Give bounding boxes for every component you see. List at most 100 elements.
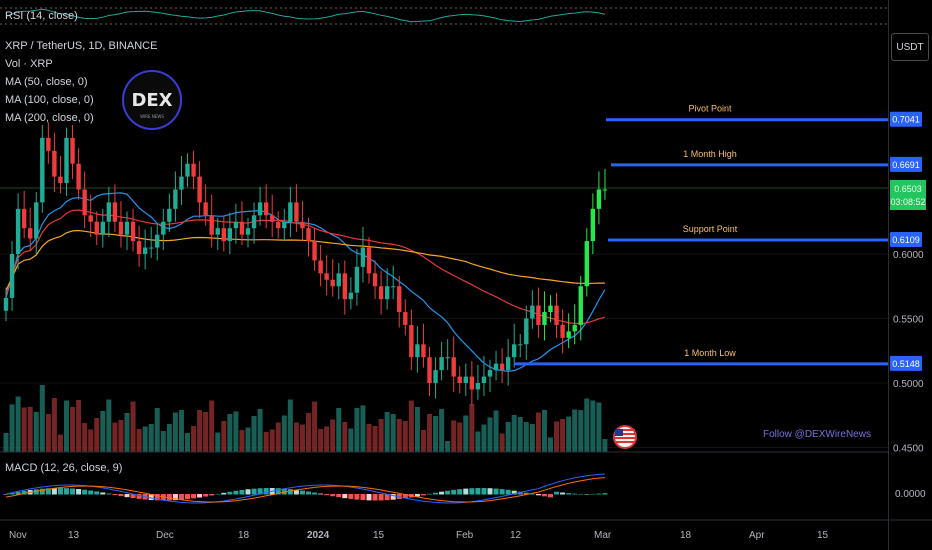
volume-bar — [517, 417, 523, 452]
candle-body — [70, 137, 75, 164]
current-price-value: 0.6503 — [894, 184, 922, 194]
candlesticks — [3, 122, 608, 405]
axes: 0.6503 03:08:52 0.6000 0.5500 0.5000 0.4500 No… — [0, 180, 932, 541]
candle-body — [354, 266, 360, 293]
volume-bar — [106, 399, 112, 452]
volume-bar — [57, 434, 63, 452]
macd-histogram-bar — [45, 488, 51, 495]
volume-bar — [523, 422, 529, 452]
volume-bar — [414, 407, 420, 452]
macd-histogram-bar — [21, 490, 27, 495]
macd-histogram-bar — [590, 493, 596, 495]
volume-bar — [378, 419, 384, 452]
volume-bar — [124, 413, 130, 452]
candle-body — [167, 208, 172, 222]
level-label: 1 Month Low — [684, 348, 736, 358]
candle-body — [566, 331, 571, 338]
logo-text: DEX — [131, 90, 172, 111]
ma200-legend[interactable]: MA (200, close, 0) — [5, 112, 94, 124]
candle-body — [215, 228, 220, 235]
macd-histogram-bar — [203, 494, 209, 497]
time-axis-label: 15 — [817, 530, 829, 541]
macd-histogram-bar — [523, 492, 529, 495]
candle-body — [366, 247, 372, 274]
volume-bar — [354, 408, 360, 452]
macd-histogram-bar — [185, 494, 190, 500]
flag-stripe — [615, 437, 635, 439]
volume-bar — [306, 413, 311, 452]
candle-body — [251, 215, 257, 229]
time-axis-label: Dec — [156, 530, 174, 541]
volume-bar — [584, 398, 590, 452]
volume-bar — [427, 414, 432, 452]
volume-bar — [560, 419, 566, 452]
candle-body — [493, 363, 499, 371]
volume-bar — [221, 421, 227, 452]
candle-body — [463, 376, 468, 383]
volume-bar — [293, 422, 299, 452]
macd-histogram-bar — [130, 494, 136, 499]
macd-histogram-bar — [257, 488, 263, 495]
candle-body — [451, 357, 456, 377]
candle-body — [318, 260, 323, 274]
volume-bar — [3, 433, 9, 452]
candle-body — [161, 221, 166, 235]
candle-body — [15, 208, 21, 254]
ma100-legend[interactable]: MA (100, close, 0) — [5, 94, 94, 106]
candle-body — [34, 202, 39, 239]
volume-bar — [263, 432, 269, 452]
candle-body — [469, 376, 475, 390]
volume-bar — [475, 431, 481, 452]
volume-legend[interactable]: Vol · XRP — [5, 58, 53, 70]
macd-label[interactable]: MACD (12, 26, close, 9) — [5, 462, 123, 474]
candle-body — [415, 344, 420, 358]
candle-body — [584, 241, 589, 287]
volume-bar — [191, 426, 197, 452]
candle-body — [88, 215, 93, 222]
candle-body — [457, 376, 462, 383]
macd-histogram-bar — [233, 490, 239, 495]
candle-body — [197, 176, 202, 203]
macd-histogram-bar — [451, 489, 457, 495]
macd-histogram-bar — [566, 493, 572, 495]
macd-histogram-bar — [275, 488, 281, 495]
candle-body — [518, 344, 523, 346]
macd-histogram-bar — [578, 493, 584, 495]
volume-bar — [499, 433, 505, 452]
candle-body — [560, 324, 565, 338]
symbol-title[interactable]: XRP / TetherUS, 1D, BINANCE — [5, 40, 158, 52]
volume-bar — [590, 400, 596, 452]
macd-histogram-bar — [245, 489, 251, 495]
candle-body — [118, 221, 124, 235]
candle-body — [124, 221, 130, 235]
candle-body — [3, 297, 9, 311]
volume-bar — [324, 426, 330, 452]
volume-bar — [420, 430, 426, 452]
ma50-line — [5, 192, 606, 373]
candle-body — [203, 202, 208, 216]
ma50-legend[interactable]: MA (50, close, 0) — [5, 76, 88, 88]
macd-histogram-bar — [15, 491, 21, 495]
candle-body — [445, 357, 450, 359]
macd-histogram-bar — [481, 488, 487, 495]
macd-histogram-bar — [112, 494, 118, 496]
candle-body — [378, 286, 384, 300]
volume-bar — [160, 431, 166, 452]
level-label: Pivot Point — [688, 104, 732, 114]
volume-bar — [493, 410, 499, 452]
macd-histogram-bar — [299, 490, 305, 495]
volume-bar — [457, 422, 463, 452]
countdown-timer: 03:08:52 — [890, 197, 925, 207]
time-axis-label: Mar — [594, 530, 612, 541]
volume-bar — [312, 401, 318, 452]
time-axis-label: 2024 — [307, 530, 330, 541]
volume-bar — [118, 420, 124, 452]
currency-button[interactable]: USDT — [891, 33, 929, 61]
volume-bar — [451, 420, 457, 452]
candle-body — [475, 383, 481, 390]
volume-bar — [257, 409, 263, 452]
macd-histogram-bar — [330, 494, 336, 497]
macd-histogram-bar — [384, 494, 390, 501]
volume-bar — [51, 398, 57, 452]
